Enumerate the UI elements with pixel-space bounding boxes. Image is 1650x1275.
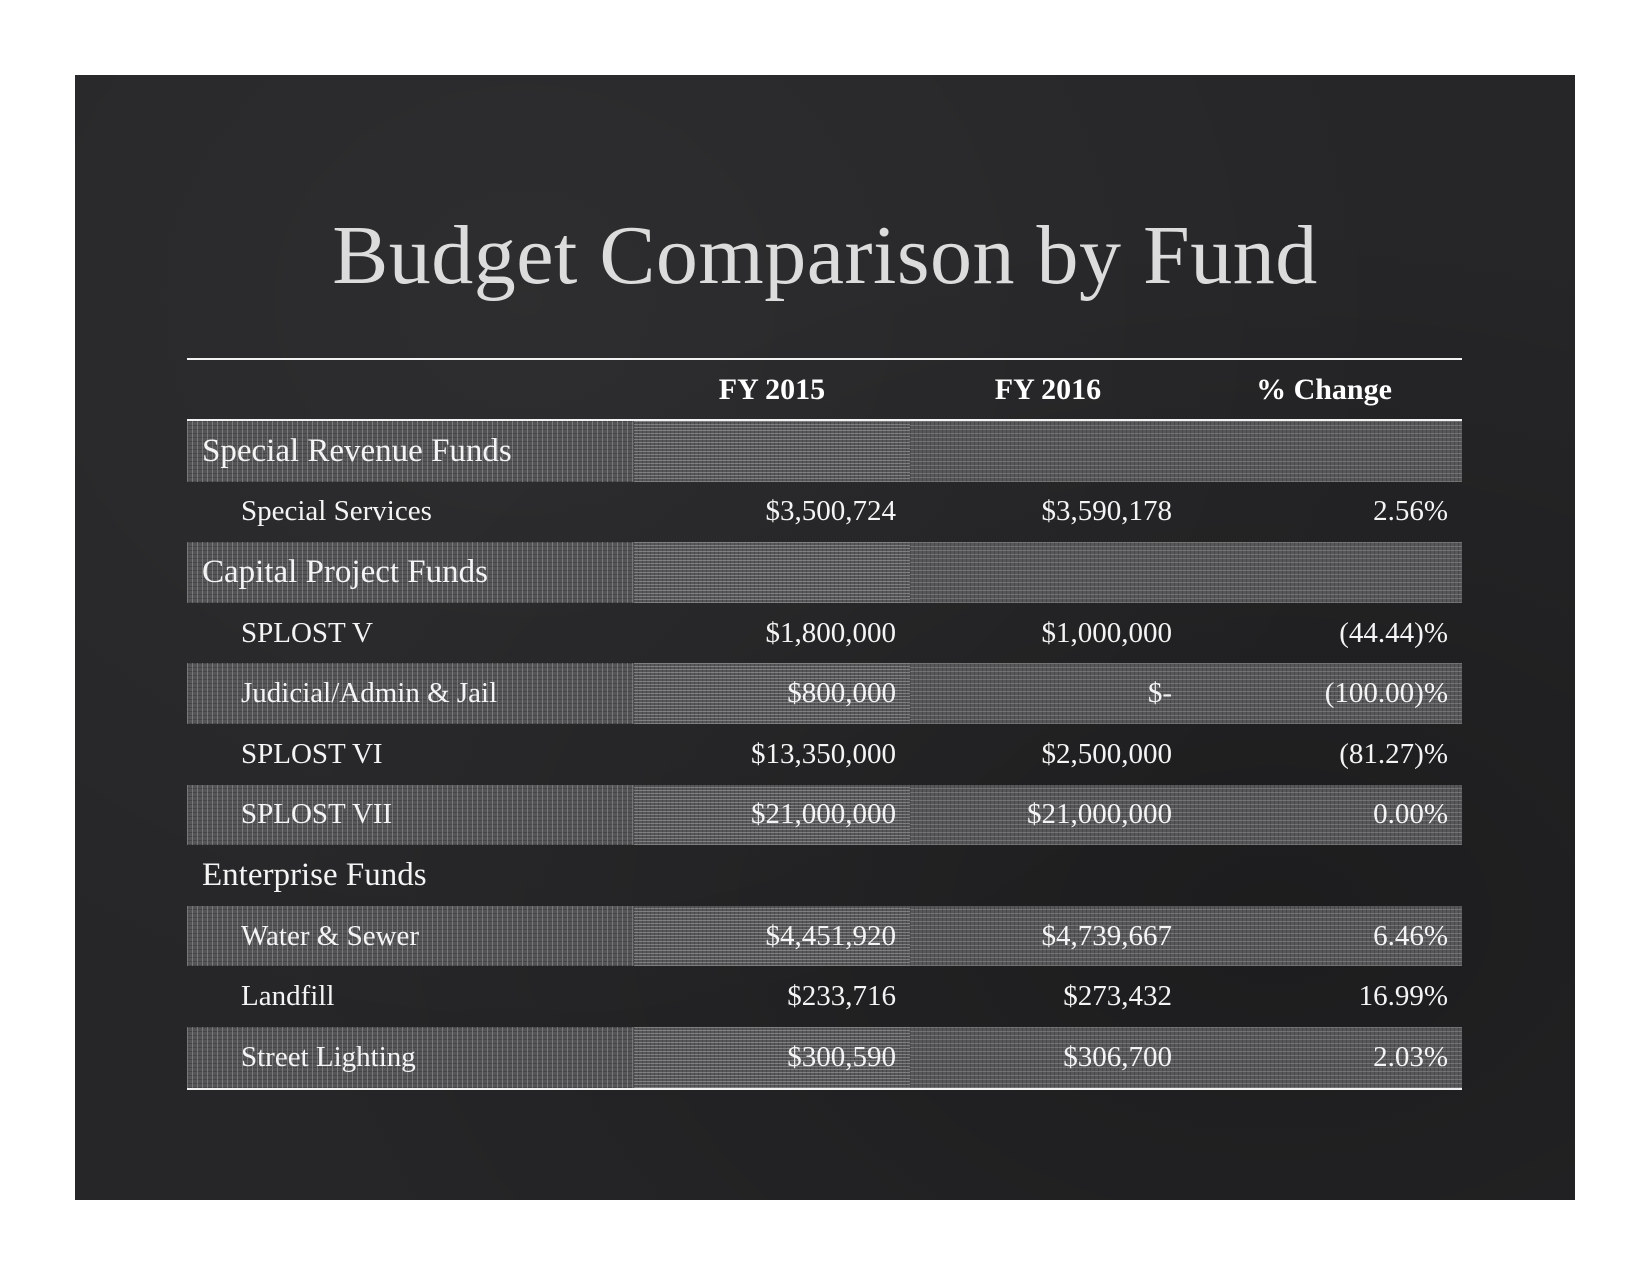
row-fy2016: $21,000,000	[1027, 798, 1172, 831]
row-fy2015: $3,500,724	[765, 495, 897, 528]
row-fy2016: $3,590,178	[1041, 495, 1173, 528]
row-fy2015: $800,000	[787, 677, 896, 710]
table-row: SPLOST V $1,800,000 $1,000,000 (44.44)%	[187, 603, 1462, 664]
slide-background	[75, 75, 1575, 1200]
table-body: Special Revenue Funds Special Services $…	[187, 421, 1462, 1088]
row-label: SPLOST VI	[241, 737, 383, 770]
row-change: 2.03%	[1373, 1040, 1448, 1073]
row-label: Landfill	[241, 980, 335, 1013]
row-fy2015: $233,716	[787, 980, 896, 1013]
table-row: Judicial/Admin & Jail $800,000 $- (100.0…	[187, 663, 1462, 724]
table-row-category: Enterprise Funds	[187, 845, 1462, 906]
table-row: Special Services $3,500,724 $3,590,178 2…	[187, 482, 1462, 543]
row-change: (44.44)%	[1339, 616, 1448, 649]
row-change: (81.27)%	[1339, 737, 1448, 770]
row-change: 0.00%	[1373, 798, 1448, 831]
slide-title: Budget Comparison by Fund	[332, 209, 1318, 302]
row-label: Judicial/Admin & Jail	[241, 677, 498, 710]
header-fy2016: FY 2016	[994, 372, 1102, 406]
table-row: Water & Sewer $4,451,920 $4,739,667 6.46…	[187, 905, 1462, 967]
row-label: Street Lighting	[241, 1040, 416, 1073]
row-label: Special Revenue Funds	[202, 432, 512, 469]
row-change: 2.56%	[1373, 495, 1448, 528]
row-fy2015: $1,800,000	[765, 616, 897, 649]
table-row: Landfill $233,716 $273,432 16.99%	[187, 966, 1462, 1027]
row-fy2016: $-	[1147, 677, 1172, 710]
table-row-category: Capital Project Funds	[187, 542, 1462, 603]
row-label: Capital Project Funds	[202, 553, 488, 590]
row-change: 6.46%	[1373, 919, 1448, 952]
table-row: Street Lighting $300,590 $306,700 2.03%	[187, 1026, 1462, 1088]
row-label: Water & Sewer	[241, 919, 420, 952]
header-fy2015: FY 2015	[718, 372, 826, 406]
row-fy2015: $21,000,000	[751, 798, 896, 831]
row-fy2016: $273,432	[1063, 980, 1172, 1013]
table-row: SPLOST VII $21,000,000 $21,000,000 0.00%	[187, 784, 1462, 846]
row-fy2015: $4,451,920	[765, 919, 897, 952]
table-row: SPLOST VI $13,350,000 $2,500,000 (81.27)…	[187, 724, 1462, 785]
row-change: (100.00)%	[1324, 677, 1448, 710]
row-fy2015: $300,590	[787, 1040, 896, 1073]
table-top-rule	[187, 358, 1462, 360]
row-label: SPLOST VII	[241, 798, 393, 831]
row-label: Enterprise Funds	[202, 856, 427, 893]
header-label-cell	[187, 360, 634, 419]
table-bottom-rule	[187, 1087, 1462, 1090]
row-label: SPLOST V	[241, 616, 373, 649]
table-row-category: Special Revenue Funds	[187, 421, 1462, 482]
row-fy2016: $2,500,000	[1041, 737, 1173, 770]
row-fy2016: $306,700	[1063, 1040, 1172, 1073]
table-header-rule	[187, 419, 1462, 421]
row-fy2016: $4,739,667	[1041, 919, 1173, 952]
row-fy2015: $13,350,000	[751, 737, 896, 770]
budget-table: FY 2015 FY 2016 % Change Special Revenue…	[187, 358, 1462, 1090]
row-fy2016: $1,000,000	[1041, 616, 1173, 649]
table-header-row: FY 2015 FY 2016 % Change	[187, 360, 1462, 419]
row-change: 16.99%	[1358, 980, 1448, 1013]
header-percent-change: % Change	[1256, 372, 1392, 406]
row-label: Special Services	[241, 495, 432, 528]
